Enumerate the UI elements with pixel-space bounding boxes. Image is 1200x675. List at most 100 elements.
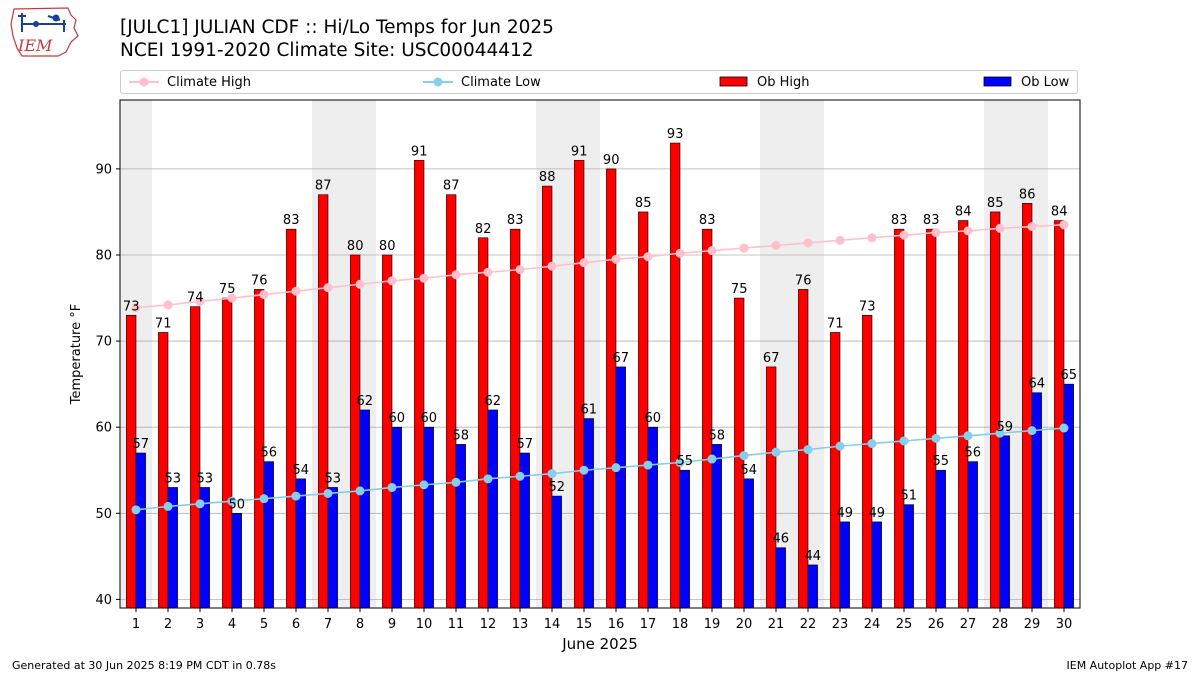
ob-high-bar: [574, 159, 585, 609]
x-tick-label: 12: [480, 617, 497, 632]
climate-high-point: [291, 286, 301, 296]
y-tick-label: 80: [95, 248, 112, 263]
ob-low-label: 54: [741, 463, 758, 478]
ob-low-label: 46: [773, 532, 790, 547]
x-tick-label: 4: [228, 617, 236, 632]
climate-low-point: [867, 439, 877, 449]
x-tick-label: 5: [260, 617, 268, 632]
ob-low-bar: [775, 547, 786, 609]
climate-high-point: [643, 252, 653, 262]
climate-low-point: [643, 460, 653, 470]
x-tick-label: 8: [356, 617, 364, 632]
x-tick-label: 10: [416, 617, 433, 632]
ob-low-label: 62: [485, 394, 502, 409]
ob-low-bar: [871, 521, 882, 609]
ob-high-label: 86: [1019, 187, 1036, 202]
ob-low-bar: [487, 409, 498, 609]
ob-low-bar: [807, 564, 818, 609]
ob-high-bar: [446, 194, 457, 609]
ob-low-bar: [615, 366, 626, 609]
climate-low-line: [135, 427, 1065, 511]
ob-high-bar: [126, 314, 137, 609]
ob-low-label: 51: [901, 489, 918, 504]
climate-low-point: [387, 482, 397, 492]
ob-high-label: 80: [379, 239, 396, 254]
climate-high-point: [547, 261, 557, 271]
ob-high-label: 83: [891, 213, 908, 228]
ob-high-bar: [638, 211, 649, 609]
legend-label-ob-high: Ob High: [757, 74, 810, 90]
chart-subtitle: NCEI 1991-2020 Climate Site: USC00044412: [120, 40, 534, 61]
ob-low-label: 52: [549, 480, 566, 495]
climate-high-point: [1027, 222, 1037, 232]
ob-high-bar: [830, 332, 841, 609]
climate-low-point: [355, 486, 365, 496]
legend-label-climate-high: Climate High: [167, 74, 252, 90]
ob-low-bar: [263, 461, 274, 609]
ob-high-bar: [158, 332, 169, 609]
ob-high-label: 90: [603, 153, 620, 168]
ob-low-label: 55: [933, 454, 950, 469]
ob-high-label: 76: [795, 273, 812, 288]
ob-low-label: 61: [581, 403, 598, 418]
ob-high-label: 84: [1051, 205, 1068, 220]
ob-low-label: 57: [517, 437, 534, 452]
ob-low-bar: [1063, 383, 1074, 609]
ob-high-bar: [1054, 220, 1065, 609]
x-tick-label: 27: [960, 617, 977, 632]
climate-low-point: [963, 431, 973, 441]
x-tick-label: 17: [640, 617, 657, 632]
legend-item-climate-high: Climate High: [129, 71, 251, 93]
x-tick-label: 20: [736, 617, 753, 632]
ob-low-label: 44: [805, 549, 822, 564]
climate-low-point: [323, 488, 333, 498]
climate-high-point: [739, 243, 749, 253]
ob-low-bar: [903, 504, 914, 609]
x-tick-label: 23: [832, 617, 849, 632]
climate-high-point: [675, 248, 685, 258]
ob-high-label: 73: [859, 299, 876, 314]
ob-low-bar: [679, 469, 690, 609]
ob-low-bar: [935, 469, 946, 609]
ob-high-label: 87: [315, 179, 332, 194]
ob-high-label: 73: [123, 299, 140, 314]
ob-low-bar: [647, 426, 658, 609]
ob-low-bar: [711, 444, 722, 609]
legend-item-climate-low: Climate Low: [423, 71, 541, 93]
ob-high-label: 71: [155, 316, 172, 331]
climate-low-swatch: [423, 77, 453, 87]
x-axis-label: June 2025: [561, 635, 638, 653]
climate-high-point: [963, 226, 973, 236]
x-tick-label: 16: [608, 617, 625, 632]
ob-high-bar: [414, 159, 425, 609]
ob-high-bar: [702, 228, 713, 609]
x-tick-label: 25: [896, 617, 913, 632]
climate-lines: [131, 220, 1069, 515]
climate-high-point: [611, 254, 621, 264]
ob-high-bar: [958, 220, 969, 609]
ob-high-label: 85: [987, 196, 1004, 211]
climate-high-point: [931, 228, 941, 238]
ob-low-bar: [391, 426, 402, 609]
climate-high-line: [135, 224, 1065, 309]
ob-low-bar: [231, 512, 242, 609]
ob-high-label: 76: [251, 273, 268, 288]
ob-high-bar: [926, 228, 937, 609]
climate-low-point: [835, 441, 845, 451]
ob-low-label: 54: [293, 463, 310, 478]
climate-low-point: [803, 445, 813, 455]
ob-high-bar: [990, 211, 1001, 609]
ob-low-label: 56: [261, 446, 278, 461]
climate-high-point: [515, 265, 525, 275]
legend-item-ob-high: Ob High: [719, 71, 810, 93]
climate-high-point: [771, 241, 781, 251]
ob-low-bar: [583, 418, 594, 609]
ob-high-label: 93: [667, 127, 684, 142]
ob-low-label: 57: [133, 437, 150, 452]
ob-high-label: 67: [763, 351, 780, 366]
x-tick-label: 18: [672, 617, 689, 632]
climate-low-point: [451, 477, 461, 487]
ob-high-label: 83: [699, 213, 716, 228]
climate-low-point: [899, 436, 909, 446]
ob-low-bar: [999, 435, 1010, 609]
